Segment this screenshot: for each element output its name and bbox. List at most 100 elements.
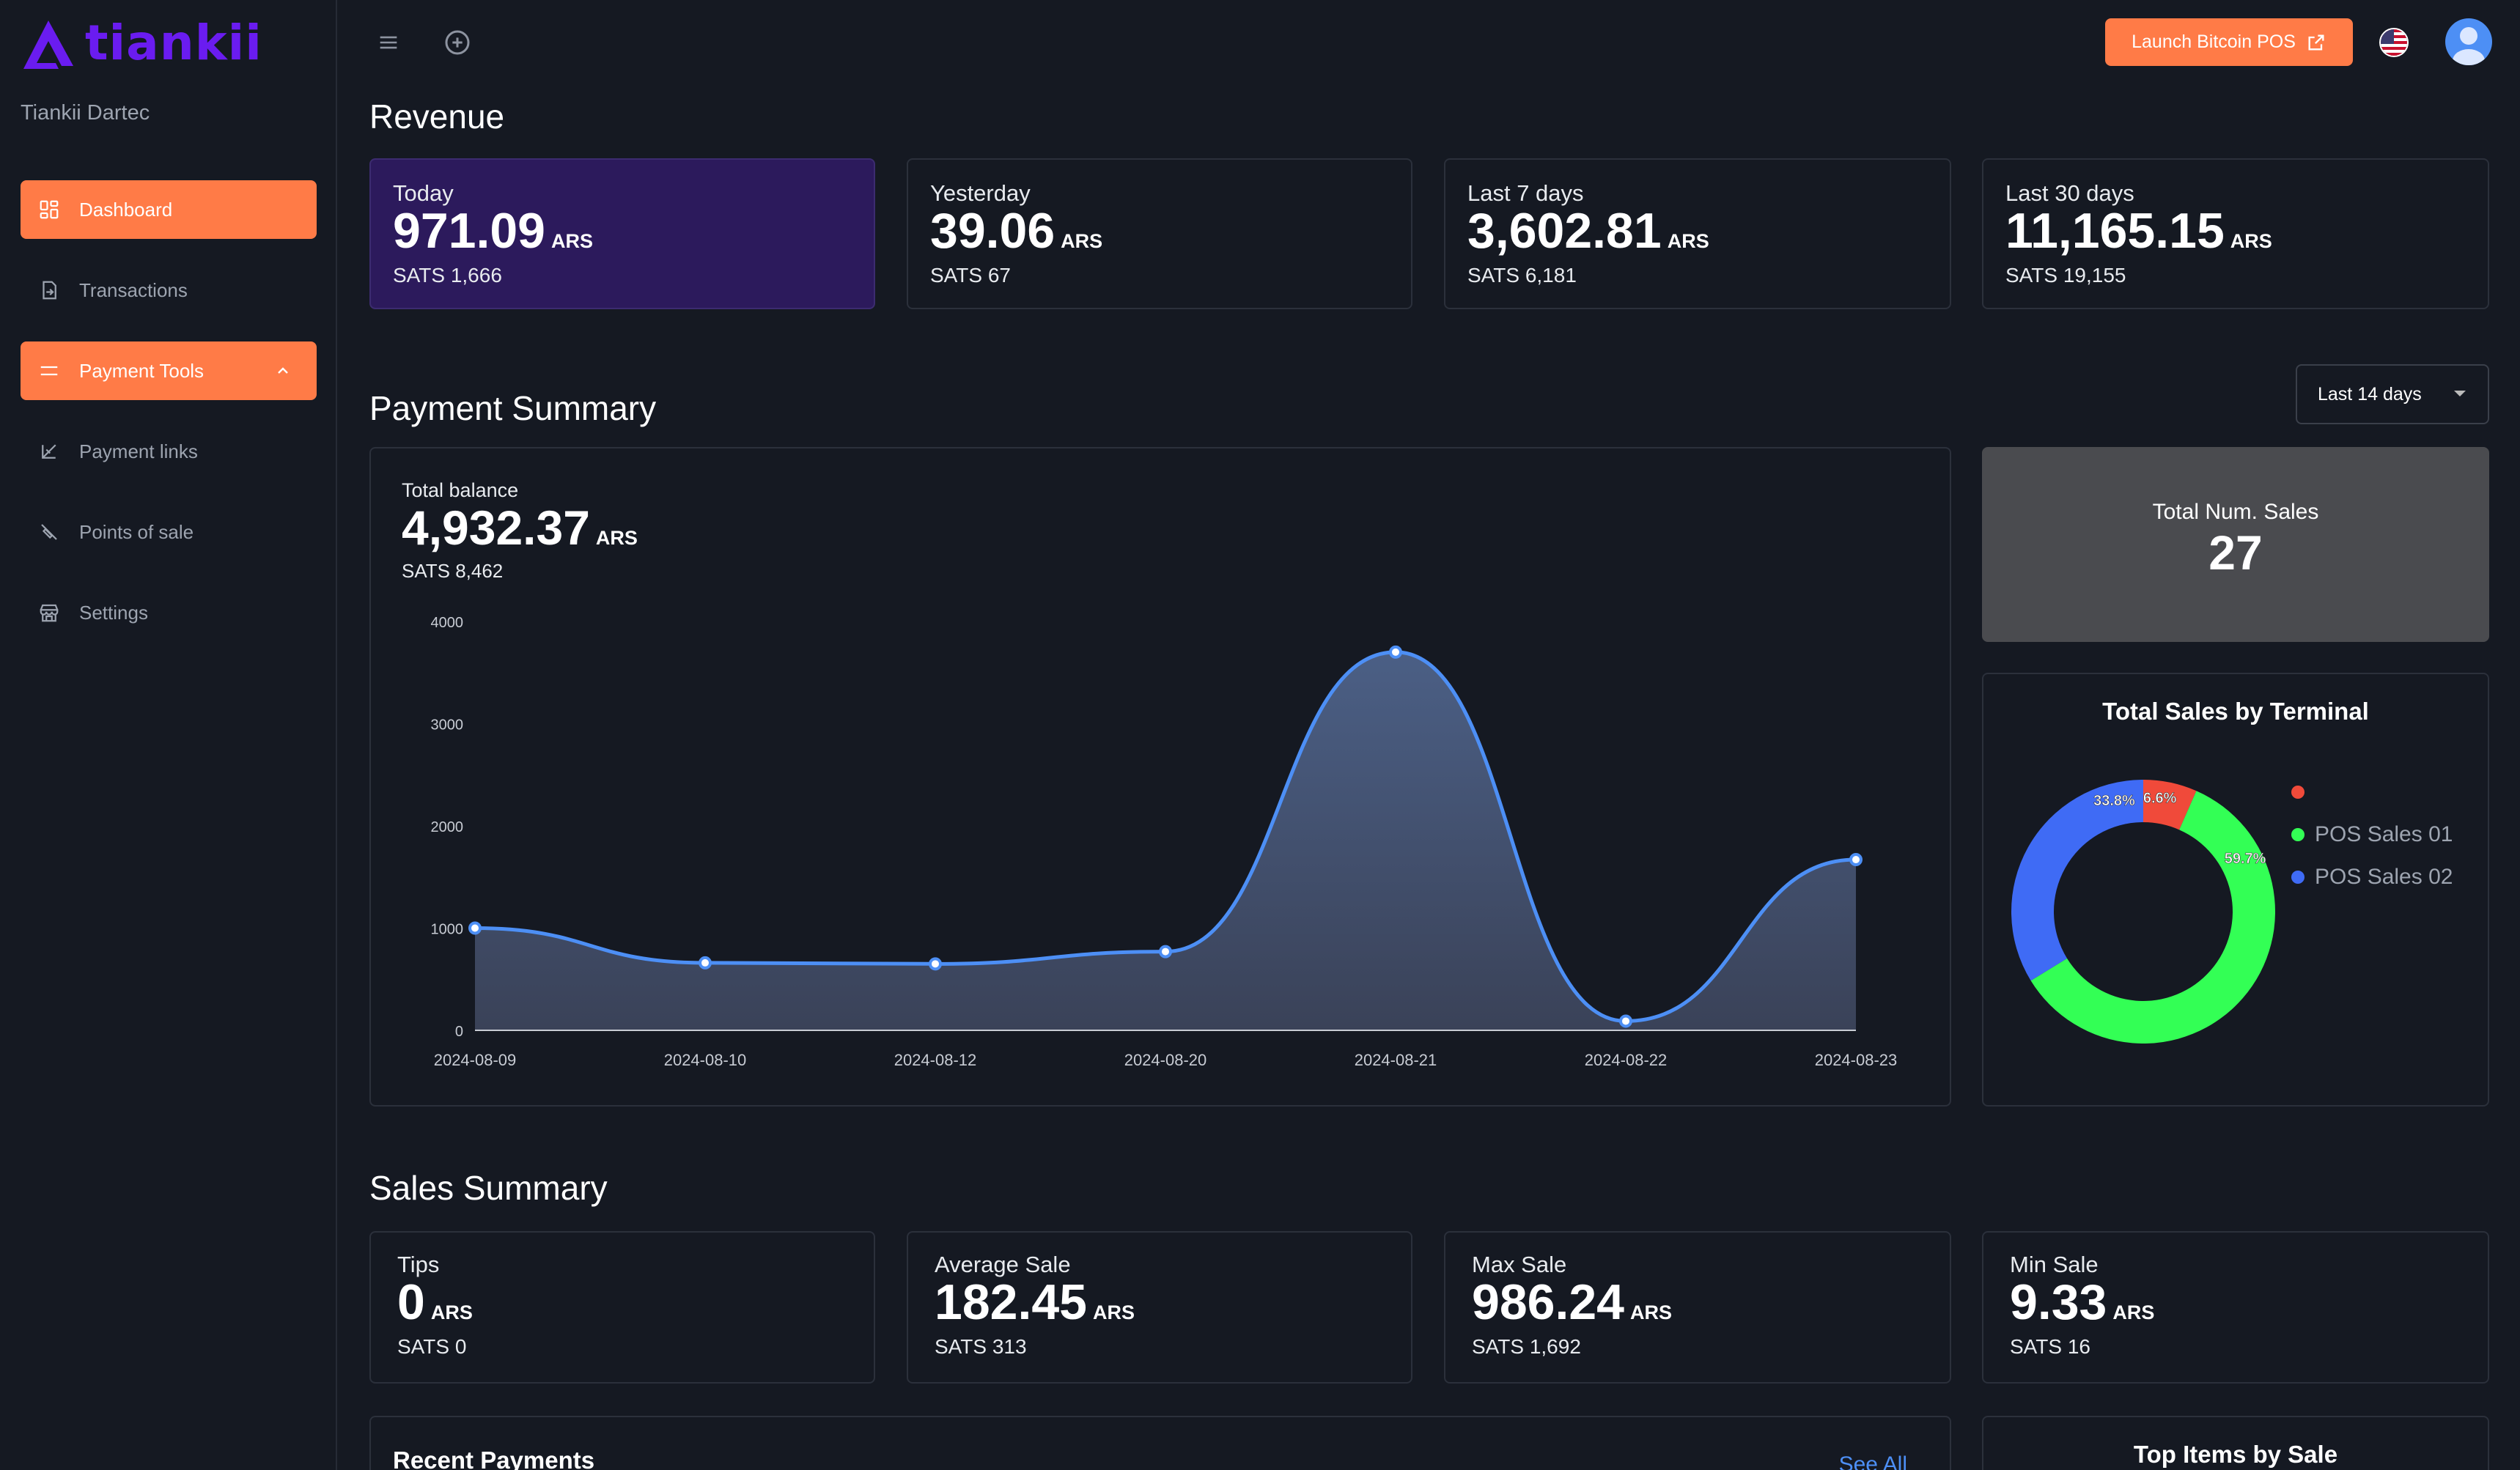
terminal-chart-title: Total Sales by Terminal — [2102, 698, 2369, 725]
donut-slice-label: 33.8% — [2093, 793, 2135, 809]
brand-logo[interactable]: tiankii — [21, 18, 262, 69]
stat-sats: SATS 0 — [397, 1335, 467, 1358]
y-tick-label: 4000 — [431, 615, 464, 631]
x-tick-label: 2024-08-10 — [664, 1051, 747, 1069]
revenue-card-last-7-days: Last 7 days 3,602.81 ARS SATS 6,181 — [1444, 158, 1951, 309]
balance-value: 4,932.37 ARS — [402, 501, 638, 555]
top-items-card: Top Items by Sale — [1982, 1416, 2489, 1470]
num-sales-label: Total Num. Sales — [2152, 500, 2319, 524]
organization-name: Tiankii Dartec — [21, 101, 150, 125]
balance-label: Total balance — [402, 479, 519, 501]
num-sales-value: 27 — [2208, 525, 2263, 580]
balance-sats: SATS 8,462 — [402, 560, 504, 582]
revenue-title: Revenue — [369, 97, 505, 136]
stat-sats: SATS 1,692 — [1472, 1335, 1581, 1358]
x-tick-label: 2024-08-23 — [1815, 1051, 1898, 1069]
sidebar-nav: Dashboard Transactions Payment Tools Pay… — [21, 180, 317, 664]
data-point[interactable] — [1389, 645, 1402, 659]
x-tick-label: 2024-08-12 — [894, 1051, 977, 1069]
hamburger-icon[interactable] — [374, 28, 403, 57]
see-all-link[interactable]: See All — [1838, 1452, 1907, 1470]
sidebar-item-dashboard[interactable]: Dashboard — [21, 180, 317, 239]
tiankii-logo-icon — [23, 21, 73, 69]
sidebar-item-points-of-sale[interactable]: Points of sale — [21, 503, 317, 561]
sidebar-item-label: Payment links — [79, 440, 198, 462]
donut-slice[interactable] — [2030, 791, 2275, 1044]
stat-sats: SATS 19,155 — [2005, 264, 2126, 287]
sales-card-average: Average Sale 182.45 ARS SATS 313 — [907, 1231, 1412, 1384]
sales-summary-title: Sales Summary — [369, 1169, 608, 1207]
data-point[interactable] — [929, 957, 942, 971]
y-tick-label: 2000 — [431, 819, 464, 835]
chevron-up-icon[interactable] — [274, 362, 292, 380]
legend-item[interactable]: POS Sales 02 — [2291, 856, 2453, 898]
legend-swatch — [2291, 871, 2305, 884]
stat-label: Max Sale — [1472, 1252, 1567, 1277]
launch-button-label: Launch Bitcoin POS — [2132, 32, 2296, 52]
revenue-card-today: Today 971.09 ARS SATS 1,666 — [369, 158, 875, 309]
caret-down-icon — [2454, 391, 2466, 396]
total-num-sales-card: Total Num. Sales 27 — [1982, 447, 2489, 642]
stat-value: 39.06 ARS — [930, 203, 1103, 259]
transactions-icon — [37, 278, 62, 303]
external-link-icon — [2308, 34, 2324, 50]
stat-value: 971.09 ARS — [393, 203, 593, 259]
user-avatar-icon[interactable] — [2445, 18, 2492, 65]
date-range-value: Last 14 days — [2318, 383, 2422, 405]
data-point[interactable] — [1849, 853, 1863, 867]
data-point[interactable] — [468, 921, 482, 935]
donut-slice[interactable] — [2011, 780, 2143, 981]
y-tick-label: 0 — [455, 1024, 463, 1040]
y-tick-label: 3000 — [431, 717, 464, 734]
stat-value: 182.45 ARS — [935, 1274, 1135, 1330]
stat-sats: SATS 6,181 — [1467, 264, 1577, 287]
legend-label: POS Sales 02 — [2315, 865, 2453, 889]
legend-item[interactable] — [2291, 771, 2453, 813]
stat-label: Min Sale — [2010, 1252, 2099, 1277]
donut-slice-label: 6.6% — [2143, 791, 2177, 807]
sidebar-item-label: Dashboard — [79, 198, 173, 221]
stat-label: Yesterday — [930, 180, 1031, 206]
sidebar-item-label: Settings — [79, 601, 148, 624]
x-tick-label: 2024-08-20 — [1124, 1051, 1207, 1069]
sidebar-item-label: Payment Tools — [79, 359, 205, 382]
sidebar-item-payment-links[interactable]: Payment links — [21, 422, 317, 481]
stat-value: 986.24 ARS — [1472, 1274, 1672, 1330]
stat-sats: SATS 16 — [2010, 1335, 2090, 1358]
data-point[interactable] — [699, 956, 712, 969]
sidebar-item-settings[interactable]: Settings — [21, 583, 317, 642]
legend-item[interactable]: POS Sales 01 — [2291, 813, 2453, 856]
payment-summary-title: Payment Summary — [369, 389, 657, 427]
launch-bitcoin-pos-button[interactable]: Launch Bitcoin POS — [2105, 18, 2353, 66]
stat-label: Last 7 days — [1467, 180, 1584, 206]
data-point[interactable] — [1619, 1014, 1632, 1028]
x-tick-label: 2024-08-09 — [434, 1051, 517, 1069]
stat-label: Last 30 days — [2005, 180, 2134, 206]
data-point[interactable] — [1159, 945, 1172, 959]
plus-circle-icon[interactable] — [443, 28, 472, 57]
recent-payments-card: Recent Payments See All — [369, 1416, 1951, 1470]
revenue-card-last-30-days: Last 30 days 11,165.15 ARS SATS 19,155 — [1982, 158, 2489, 309]
sales-card-max: Max Sale 986.24 ARS SATS 1,692 — [1444, 1231, 1951, 1384]
stat-value: 0 ARS — [397, 1274, 473, 1330]
balance-chart-card: Total balance 4,932.37 ARS SATS 8,462 0 10… — [369, 447, 1951, 1107]
sales-by-terminal-card: Total Sales by Terminal 6.6% 59.7% 33.8% P… — [1982, 673, 2489, 1107]
date-range-select[interactable]: Last 14 days — [2296, 364, 2489, 424]
sidebar-item-payment-tools[interactable]: Payment Tools — [21, 341, 317, 400]
legend-label: POS Sales 01 — [2315, 822, 2453, 846]
legend-swatch — [2291, 828, 2305, 841]
revenue-card-yesterday: Yesterday 39.06 ARS SATS 67 — [907, 158, 1412, 309]
link-icon — [37, 439, 62, 464]
brand-name: tiankii — [85, 15, 262, 71]
donut-slice[interactable] — [2143, 780, 2197, 830]
sidebar-item-transactions[interactable]: Transactions — [21, 261, 317, 320]
stat-label: Average Sale — [935, 1252, 1071, 1277]
stat-label: Tips — [397, 1252, 440, 1277]
us-flag-icon[interactable] — [2379, 28, 2409, 57]
terminal-legend: POS Sales 01 POS Sales 02 — [2291, 771, 2453, 898]
stat-value: 11,165.15 ARS — [2005, 203, 2272, 259]
sidebar-item-label: Transactions — [79, 278, 188, 301]
terminal-donut-chart: 6.6% 59.7% 33.8% — [2011, 780, 2275, 1044]
balance-area-chart: 0 1000 2000 3000 4000 2024-08-09 2024-08-10 20… — [431, 615, 1898, 1069]
legend-swatch — [2291, 786, 2305, 799]
